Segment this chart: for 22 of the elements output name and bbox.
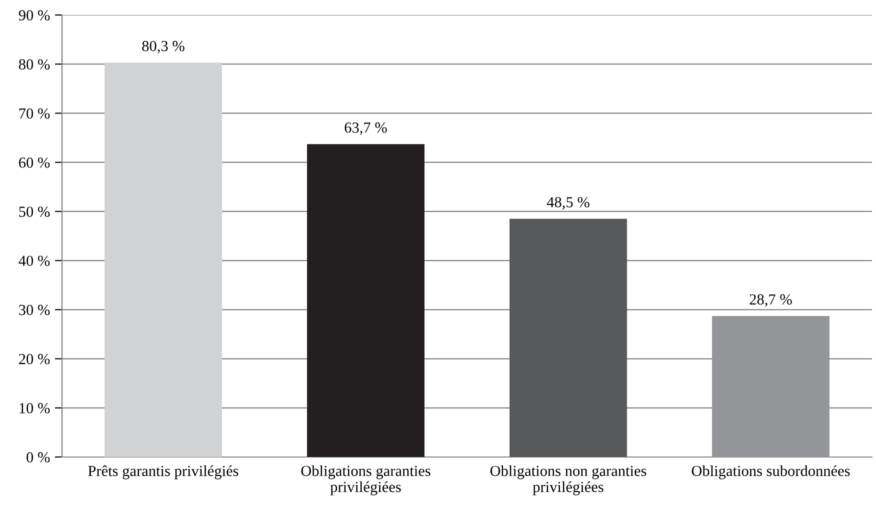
data-label: 48,5 % [546, 197, 590, 210]
x-tick-label: Prêts garantis privilégiés [88, 465, 238, 480]
data-label: 28,7 % [750, 294, 792, 307]
bar [104, 62, 222, 457]
y-tick-label: 60 % [19, 157, 50, 168]
y-tick-label: 90 % [18, 10, 50, 20]
bar [307, 144, 424, 457]
data-label: 80,3 % [142, 40, 184, 54]
y-tick-label: 20 % [19, 354, 50, 364]
y-tick-label: 30 % [19, 304, 50, 316]
y-tick-label: 40 % [18, 256, 50, 266]
bar [712, 316, 830, 457]
x-tick-label: Obligations garanties privilégiées [301, 465, 430, 496]
y-tick-label: 80 % [18, 59, 50, 70]
y-tick-label: 70 % [19, 108, 50, 119]
x-tick-label: Obligations non garanties privilégiées [490, 465, 646, 496]
data-label: 63,7 % [344, 122, 387, 135]
y-tick-label: 10 % [20, 403, 50, 414]
x-tick-label: Obligations subordonnées [692, 465, 850, 480]
bar [510, 218, 627, 457]
y-tick-label: 50 % [19, 206, 50, 217]
y-tick-label: 0 % [26, 452, 50, 462]
